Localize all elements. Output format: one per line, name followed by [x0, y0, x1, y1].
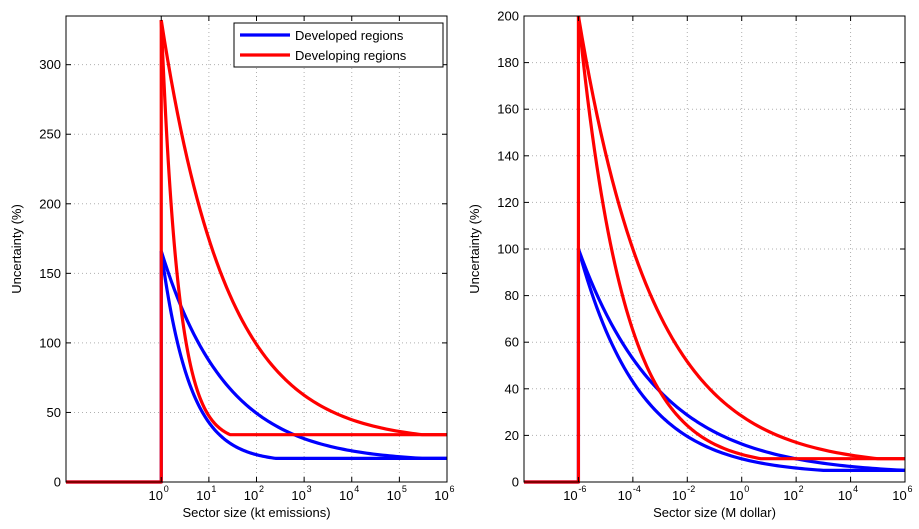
x-tick-label: 10 [892, 488, 906, 503]
x-tick-label: 10 [618, 488, 632, 503]
y-tick-label: 100 [39, 335, 61, 350]
x-tick-label: 10 [291, 488, 305, 503]
x-tick-label: 10 [672, 488, 686, 503]
x-tick-label: 10 [196, 488, 210, 503]
x-tick-label-exponent: 4 [853, 484, 858, 494]
x-tick-label-exponent: -2 [687, 484, 695, 494]
x-tick-label-exponent: 6 [450, 484, 455, 494]
y-tick-label: 140 [497, 148, 519, 163]
x-tick-label-exponent: 1 [211, 484, 216, 494]
y-axis-label: Uncertainty (%) [467, 204, 482, 294]
y-tick-label: 250 [39, 127, 61, 142]
x-tick-label: 10 [244, 488, 258, 503]
x-tick-label-exponent: 3 [307, 484, 312, 494]
x-tick-label: 10 [783, 488, 797, 503]
y-tick-label: 50 [47, 405, 61, 420]
series-line-developed-regions-3 [576, 248, 906, 472]
legend-label: Developing regions [295, 48, 407, 63]
y-tick-label: 0 [54, 475, 61, 490]
x-tick-label-exponent: 2 [799, 484, 804, 494]
series-line-developing-regions-6 [159, 19, 447, 437]
x-tick-label: 10 [434, 488, 448, 503]
y-tick-label: 40 [505, 381, 519, 396]
y-axis-label: Uncertainty (%) [9, 204, 24, 294]
x-tick-label: 10 [387, 488, 401, 503]
series-line-developing-regions-6 [576, 15, 905, 461]
x-tick-label: 10 [339, 488, 353, 503]
series-line-developed-regions-2 [576, 248, 905, 472]
y-tick-label: 60 [505, 335, 519, 350]
y-tick-label: 300 [39, 57, 61, 72]
x-tick-label-exponent: 6 [908, 484, 913, 494]
x-tick-label-exponent: -4 [633, 484, 641, 494]
legend: Developed regions Developing regions [233, 22, 444, 68]
y-tick-label: 120 [497, 195, 519, 210]
x-tick-label-exponent: -6 [578, 484, 586, 494]
x-tick-label: 10 [838, 488, 852, 503]
x-tick-label: 10 [729, 488, 743, 503]
x-tick-label: 10 [563, 488, 577, 503]
series-line-developing-regions-5 [159, 20, 447, 437]
y-tick-label: 180 [497, 55, 519, 70]
x-tick-label: 10 [149, 488, 163, 503]
x-tick-label-exponent: 2 [259, 484, 264, 494]
y-tick-label: 20 [505, 428, 519, 443]
y-tick-label: 160 [497, 102, 519, 117]
x-tick-label-exponent: 5 [402, 484, 407, 494]
y-tick-label: 200 [497, 9, 519, 24]
y-tick-label: 80 [505, 288, 519, 303]
legend-box [233, 22, 444, 68]
x-axis-label: Sector size (kt emissions) [182, 505, 330, 520]
x-tick-label-exponent: 4 [354, 484, 359, 494]
y-tick-label: 150 [39, 266, 61, 281]
x-tick-label-exponent: 0 [744, 484, 749, 494]
series-line-developed-regions-2 [159, 250, 447, 460]
legend-label: Developed regions [295, 28, 404, 43]
series-line-developing-regions-5 [576, 15, 905, 461]
y-tick-label: 0 [512, 475, 519, 490]
y-tick-label: 200 [39, 196, 61, 211]
y-tick-label: 100 [497, 242, 519, 257]
x-tick-label-exponent: 0 [164, 484, 169, 494]
x-axis-label: Sector size (M dollar) [653, 505, 776, 520]
